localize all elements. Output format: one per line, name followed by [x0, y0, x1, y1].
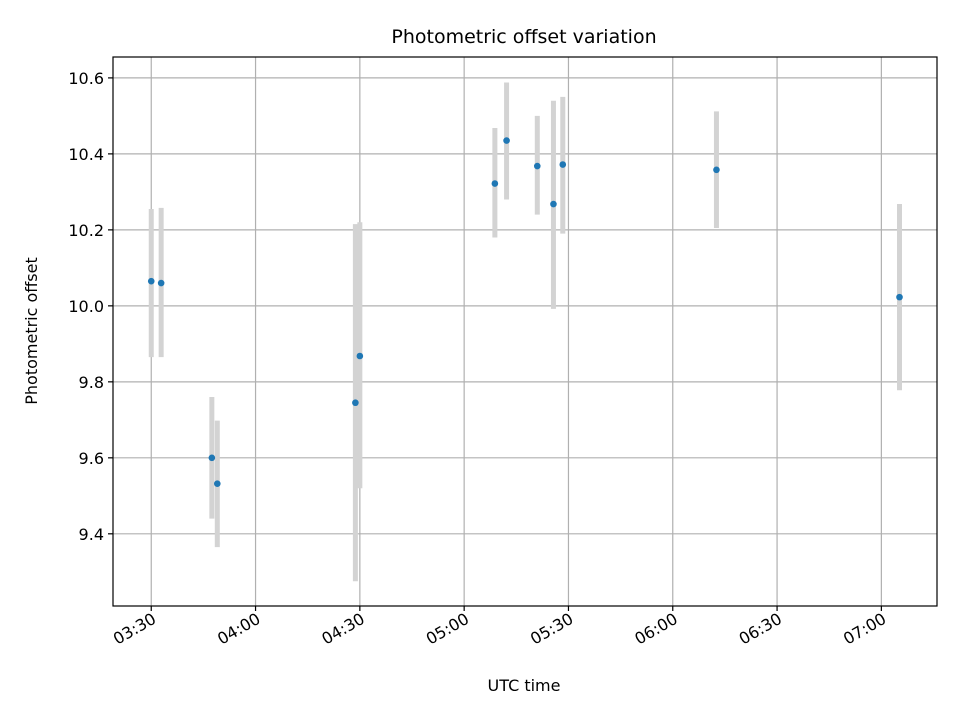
data-point — [559, 161, 567, 168]
y-tick-label: 10.6 — [68, 69, 104, 88]
grid — [113, 57, 937, 606]
data-point — [208, 454, 216, 462]
y-tick-label: 10.0 — [68, 297, 104, 316]
y-tick-label: 9.6 — [79, 449, 104, 468]
y-axis-ticks: 9.4 9.6 9.8 10.0 10.2 10.4 10.6 — [68, 69, 113, 544]
data-point — [352, 399, 359, 407]
data-points — [147, 137, 903, 487]
data-point — [147, 277, 155, 285]
axes-frame — [112, 56, 938, 607]
data-point — [896, 293, 903, 301]
chart-title: Photometric offset variation — [391, 26, 656, 48]
y-tick-label: 10.2 — [68, 221, 104, 240]
data-point — [214, 480, 221, 487]
data-point — [356, 352, 364, 360]
y-tick-label: 9.8 — [79, 373, 104, 392]
y-tick-label: 9.4 — [79, 525, 104, 544]
data-point — [491, 180, 499, 187]
data-point — [157, 279, 165, 287]
data-point — [533, 162, 541, 170]
y-axis-label: Photometric offset — [22, 257, 41, 405]
y-tick-label: 10.4 — [68, 145, 104, 164]
data-point — [713, 166, 720, 174]
data-point — [503, 137, 510, 144]
data-point — [550, 200, 557, 208]
x-axis-label: UTC time — [488, 676, 561, 695]
